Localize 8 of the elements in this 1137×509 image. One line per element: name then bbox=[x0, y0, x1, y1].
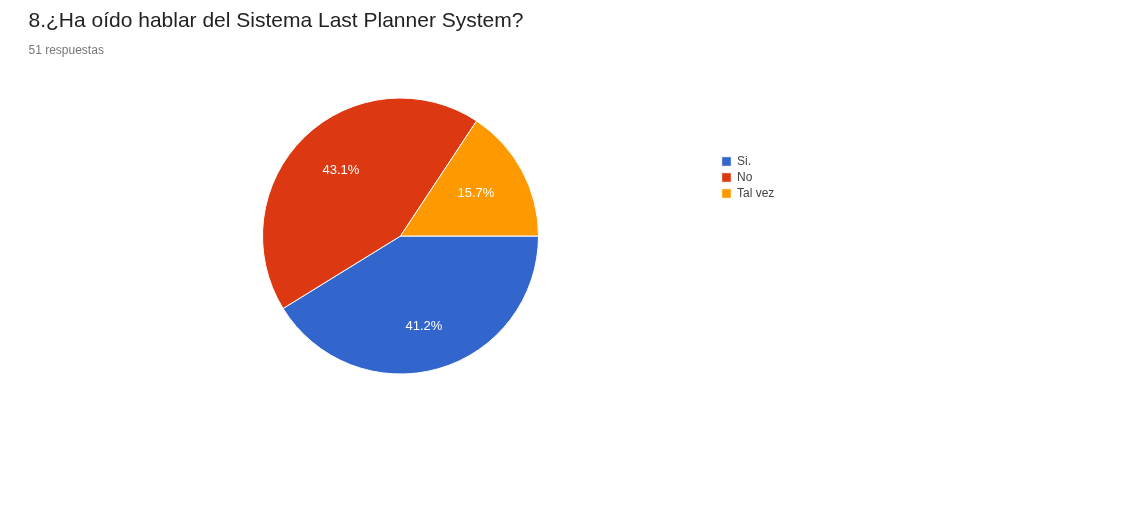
chart-title: 8.¿Ha oído hablar del Sistema Last Planner System? bbox=[28, 7, 524, 31]
data-label: 43.1% bbox=[322, 161, 360, 177]
legend-label: Si. bbox=[737, 154, 752, 168]
data-label: 41.2% bbox=[405, 317, 443, 333]
legend-label: Tal vez bbox=[737, 186, 775, 200]
text: 51 respuestas bbox=[28, 42, 104, 57]
legend-label: No bbox=[737, 170, 754, 184]
data-label: 15.7% bbox=[457, 184, 495, 200]
